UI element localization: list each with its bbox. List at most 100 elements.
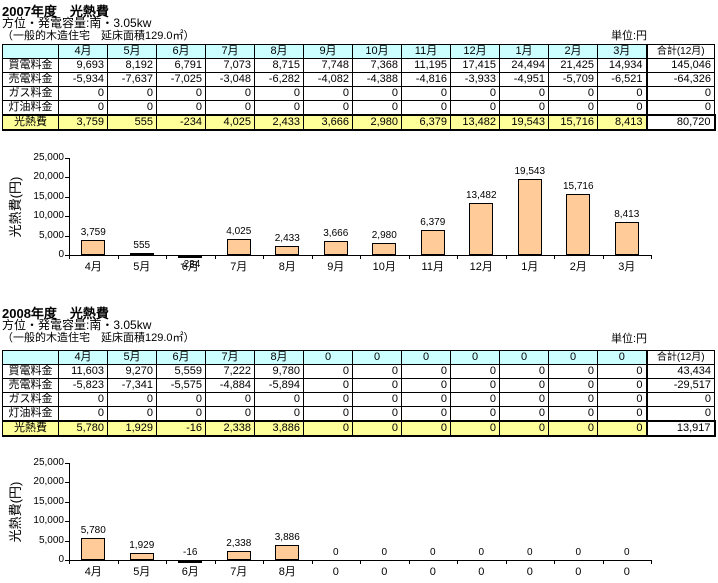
value-cell[interactable]: 2,338 — [205, 420, 255, 437]
value-cell[interactable]: 0 — [548, 392, 598, 407]
month-header-cell[interactable]: 6月 — [156, 350, 206, 365]
value-cell[interactable]: 0 — [303, 86, 353, 101]
month-header-cell[interactable]: 12月 — [450, 44, 500, 59]
value-cell[interactable]: 0 — [597, 392, 647, 407]
corner-header-cell[interactable] — [2, 44, 59, 59]
value-cell[interactable]: 0 — [156, 406, 206, 422]
value-cell[interactable]: 0 — [548, 378, 598, 393]
corner-header-cell[interactable] — [2, 350, 59, 365]
value-cell[interactable]: 3,666 — [303, 114, 353, 131]
total-cell[interactable]: -29,517 — [645, 378, 715, 393]
month-header-cell[interactable]: 2月 — [548, 44, 598, 59]
month-header-cell[interactable]: 0 — [499, 350, 549, 365]
value-cell[interactable]: 8,413 — [597, 114, 647, 131]
value-cell[interactable]: 0 — [450, 406, 500, 422]
row-label-cell[interactable]: 買電料金 — [2, 364, 59, 379]
value-cell[interactable]: 0 — [58, 406, 108, 422]
value-cell[interactable]: 7,222 — [205, 364, 255, 379]
month-header-cell[interactable]: 3月 — [597, 44, 647, 59]
value-cell[interactable]: 0 — [156, 100, 206, 116]
value-cell[interactable]: 5,780 — [58, 420, 108, 437]
value-cell[interactable]: 0 — [499, 86, 549, 101]
value-cell[interactable]: -4,388 — [352, 72, 402, 87]
value-cell[interactable]: 0 — [597, 406, 647, 422]
value-cell[interactable]: 0 — [450, 378, 500, 393]
value-cell[interactable]: 0 — [548, 406, 598, 422]
month-header-cell[interactable]: 8月 — [254, 350, 304, 365]
month-header-cell[interactable]: 0 — [352, 350, 402, 365]
month-header-cell[interactable]: 0 — [548, 350, 598, 365]
value-cell[interactable]: 0 — [107, 86, 157, 101]
value-cell[interactable]: 7,073 — [205, 58, 255, 73]
value-cell[interactable]: 21,425 — [548, 58, 598, 73]
month-header-cell[interactable]: 8月 — [254, 44, 304, 59]
value-cell[interactable]: 5,559 — [156, 364, 206, 379]
value-cell[interactable]: -5,709 — [548, 72, 598, 87]
value-cell[interactable]: 0 — [352, 406, 402, 422]
value-cell[interactable]: 0 — [303, 364, 353, 379]
row-label-cell[interactable]: 買電料金 — [2, 58, 59, 73]
value-cell[interactable]: 0 — [303, 392, 353, 407]
value-cell[interactable]: -4,082 — [303, 72, 353, 87]
value-cell[interactable]: 0 — [352, 378, 402, 393]
month-header-cell[interactable]: 0 — [597, 350, 647, 365]
value-cell[interactable]: 0 — [597, 378, 647, 393]
value-cell[interactable]: 7,748 — [303, 58, 353, 73]
value-cell[interactable]: -4,884 — [205, 378, 255, 393]
value-cell[interactable]: 0 — [499, 420, 549, 437]
value-cell[interactable]: 0 — [450, 86, 500, 101]
value-cell[interactable]: 0 — [58, 100, 108, 116]
total-header-cell[interactable]: 合計(12月) — [645, 44, 715, 59]
value-cell[interactable]: 0 — [401, 86, 451, 101]
value-cell[interactable]: 0 — [58, 392, 108, 407]
row-label-cell[interactable]: 灯油料金 — [2, 100, 59, 116]
value-cell[interactable]: 0 — [401, 406, 451, 422]
value-cell[interactable]: 0 — [107, 100, 157, 116]
value-cell[interactable]: 0 — [254, 406, 304, 422]
row-label-cell[interactable]: 灯油料金 — [2, 406, 59, 422]
value-cell[interactable]: 0 — [401, 392, 451, 407]
value-cell[interactable]: 0 — [205, 86, 255, 101]
value-cell[interactable]: 0 — [303, 406, 353, 422]
value-cell[interactable]: 0 — [352, 86, 402, 101]
value-cell[interactable]: 0 — [499, 406, 549, 422]
month-header-cell[interactable]: 5月 — [107, 44, 157, 59]
value-cell[interactable]: 19,543 — [499, 114, 549, 131]
value-cell[interactable]: 0 — [352, 392, 402, 407]
value-cell[interactable]: -3,048 — [205, 72, 255, 87]
value-cell[interactable]: -5,823 — [58, 378, 108, 393]
value-cell[interactable]: 0 — [205, 392, 255, 407]
value-cell[interactable]: 8,715 — [254, 58, 304, 73]
cost-chart-2007[interactable]: 光熱費(円) 0 5,000 10,000 15,000 20,000 25,000 3,75… — [0, 150, 718, 290]
value-cell[interactable]: 11,195 — [401, 58, 451, 73]
month-header-cell[interactable]: 4月 — [58, 350, 108, 365]
value-cell[interactable]: 24,494 — [499, 58, 549, 73]
value-cell[interactable]: 2,980 — [352, 114, 402, 131]
value-cell[interactable]: -5,575 — [156, 378, 206, 393]
value-cell[interactable]: 0 — [352, 100, 402, 116]
month-header-cell[interactable]: 7月 — [205, 350, 255, 365]
value-cell[interactable]: 0 — [499, 392, 549, 407]
total-cell[interactable]: 80,720 — [645, 114, 716, 131]
value-cell[interactable]: 0 — [597, 86, 647, 101]
value-cell[interactable]: 9,780 — [254, 364, 304, 379]
value-cell[interactable]: 0 — [499, 378, 549, 393]
value-cell[interactable]: 4,025 — [205, 114, 255, 131]
value-cell[interactable]: 0 — [303, 100, 353, 116]
value-cell[interactable]: -234 — [156, 114, 206, 131]
value-cell[interactable]: 0 — [254, 392, 304, 407]
value-cell[interactable]: 2,433 — [254, 114, 304, 131]
cost-table-2008[interactable]: 4月 5月 6月 7月 8月 0 0 0 0 0 0 0 合計(12月) 買電料金 11,603 9,270 5… — [2, 350, 716, 437]
value-cell[interactable]: -6,521 — [597, 72, 647, 87]
value-cell[interactable]: 0 — [548, 100, 598, 116]
value-cell[interactable]: 0 — [401, 420, 451, 437]
total-cell[interactable]: 0 — [645, 86, 715, 101]
value-cell[interactable]: 17,415 — [450, 58, 500, 73]
value-cell[interactable]: 0 — [401, 100, 451, 116]
value-cell[interactable]: 0 — [107, 392, 157, 407]
value-cell[interactable]: -4,951 — [499, 72, 549, 87]
value-cell[interactable]: 0 — [450, 100, 500, 116]
total-cell[interactable]: 0 — [645, 100, 715, 116]
value-cell[interactable]: 11,603 — [58, 364, 108, 379]
row-label-cell[interactable]: 光熱費 — [2, 420, 59, 437]
